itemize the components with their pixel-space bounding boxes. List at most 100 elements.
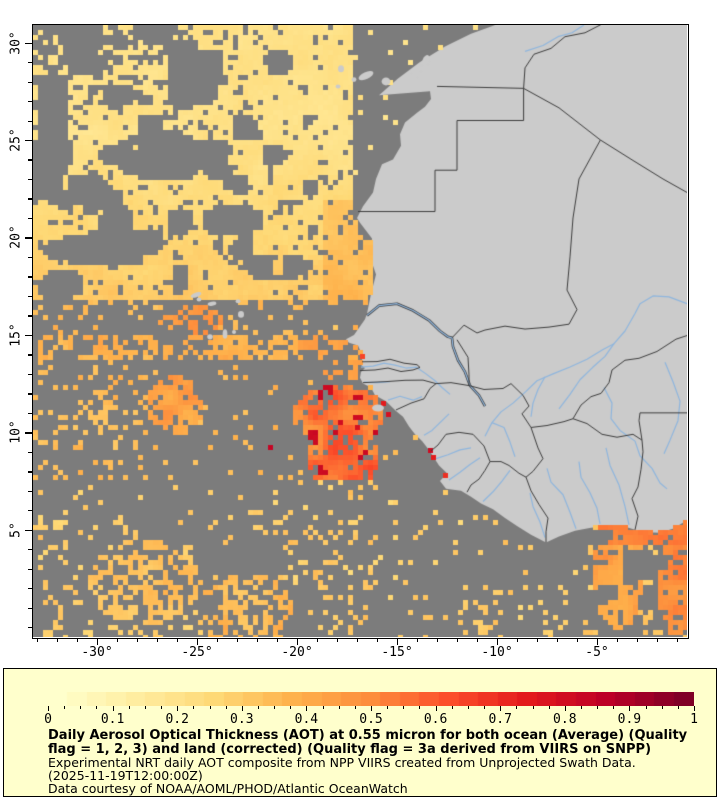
colorbar-tick-label: 0.8 xyxy=(553,712,577,727)
colorbar-major-tick xyxy=(564,706,566,711)
y-axis-tick-label: 10° xyxy=(8,420,24,445)
y-axis-minor-tick xyxy=(28,178,32,181)
colorbar-minor-tick xyxy=(274,706,276,709)
x-axis-minor-tick xyxy=(557,638,559,642)
x-axis-minor-tick xyxy=(637,638,639,642)
x-axis-major-tick xyxy=(497,638,499,645)
colorbar-major-tick xyxy=(694,706,695,711)
y-axis-minor-tick xyxy=(28,315,32,317)
x-axis-minor-tick xyxy=(257,638,259,642)
caption-timestamp: (2025-11-19T12:00:00Z) xyxy=(48,768,203,783)
x-axis-minor-tick xyxy=(617,638,619,642)
y-axis-minor-tick xyxy=(28,568,32,570)
y-axis-minor-tick xyxy=(28,101,32,103)
x-axis-minor-tick xyxy=(237,638,239,642)
y-axis-minor-tick xyxy=(28,490,32,492)
colorbar-minor-tick xyxy=(257,706,259,709)
colorbar-minor-tick xyxy=(419,706,421,709)
colorbar-tick-label: 0 xyxy=(44,712,52,727)
y-axis-minor-tick xyxy=(28,412,32,415)
x-axis-minor-tick xyxy=(137,638,139,642)
x-axis-minor-tick xyxy=(357,638,359,642)
y-axis-minor-tick xyxy=(28,198,32,200)
colorbar-minor-tick xyxy=(338,706,340,709)
x-axis-minor-tick xyxy=(477,638,479,642)
colorbar-minor-tick xyxy=(677,706,679,709)
x-axis-minor-tick xyxy=(37,638,39,642)
colorbar-minor-tick xyxy=(516,706,518,709)
y-axis-minor-tick xyxy=(28,81,32,83)
colorbar-minor-tick xyxy=(532,706,534,709)
y-axis-minor-tick xyxy=(28,276,32,278)
x-axis-minor-tick xyxy=(657,638,659,642)
colorbar-minor-tick xyxy=(403,706,405,709)
caption-credit: Data courtesy of NOAA/AOML/PHOD/Atlantic… xyxy=(48,781,408,796)
x-axis-minor-tick xyxy=(437,638,439,642)
y-axis-minor-tick xyxy=(28,607,32,609)
colorbar-minor-tick xyxy=(225,706,227,709)
colorbar-minor-tick xyxy=(661,706,663,709)
y-axis-tick-label: 30° xyxy=(8,30,24,55)
y-axis-minor-tick xyxy=(28,354,32,356)
x-axis-tick-label: -25° xyxy=(181,645,213,660)
y-axis-minor-tick xyxy=(28,256,32,259)
x-axis-minor-tick xyxy=(177,638,179,642)
colorbar-minor-tick xyxy=(613,706,615,709)
colorbar-major-tick xyxy=(435,706,437,711)
y-axis-major-tick xyxy=(25,334,32,337)
y-axis-minor-tick xyxy=(28,393,32,395)
colorbar-tick-label: 0.3 xyxy=(230,712,254,727)
y-axis-minor-tick xyxy=(28,373,32,376)
x-axis-minor-tick xyxy=(537,638,539,642)
colorbar-major-tick xyxy=(241,706,243,711)
colorbar-tick-label: 0.6 xyxy=(423,712,448,727)
colorbar-major-tick xyxy=(306,706,308,711)
y-axis-major-tick xyxy=(25,42,32,44)
y-axis-major-tick xyxy=(25,529,32,531)
y-axis-minor-tick xyxy=(28,217,32,220)
colorbar-minor-tick xyxy=(64,706,66,709)
y-axis-minor-tick xyxy=(28,62,32,64)
x-axis-minor-tick xyxy=(417,638,419,642)
colorbar-major-tick xyxy=(112,706,114,711)
x-axis-tick-label: -30° xyxy=(81,645,113,660)
colorbar-tick-label: 0.9 xyxy=(617,712,642,727)
y-axis-tick-label: 20° xyxy=(8,225,24,250)
x-axis-minor-tick xyxy=(77,638,79,642)
x-axis-minor-tick xyxy=(517,638,519,642)
x-axis-major-tick xyxy=(197,638,199,645)
colorbar-major-tick xyxy=(500,706,502,711)
x-axis-minor-tick xyxy=(57,638,59,642)
y-axis-tick-label: 25° xyxy=(8,128,24,152)
y-axis-major-tick xyxy=(25,139,32,142)
x-axis-minor-tick xyxy=(457,638,459,642)
x-axis-major-tick xyxy=(597,638,599,645)
legend-panel: 0 0.1 0.2 0.3 0.4 0.5 0.6 0.7 0.8 0.9 1 Daily Aero… xyxy=(3,668,717,797)
colorbar-minor-tick xyxy=(580,706,582,709)
colorbar-minor-tick xyxy=(322,706,324,709)
colorbar-minor-tick xyxy=(484,706,486,709)
caption-subtitle: Experimental NRT daily AOT composite fro… xyxy=(48,755,636,770)
x-axis-minor-tick xyxy=(277,638,279,642)
colorbar-minor-tick xyxy=(387,706,389,709)
colorbar-minor-tick xyxy=(80,706,82,709)
colorbar-minor-tick xyxy=(467,706,469,709)
colorbar-minor-tick xyxy=(645,706,647,709)
y-axis-major-tick xyxy=(25,237,32,239)
y-axis-minor-tick xyxy=(28,627,32,629)
x-axis-major-tick xyxy=(397,638,399,645)
y-axis-minor-tick xyxy=(28,510,32,512)
colorbar-tick-label: 0.5 xyxy=(359,712,383,727)
colorbar-minor-tick xyxy=(161,706,163,709)
colorbar-minor-tick xyxy=(193,706,195,709)
y-axis-minor-tick xyxy=(28,159,32,161)
colorbar-minor-tick xyxy=(354,706,356,709)
x-axis-minor-tick xyxy=(157,638,159,642)
y-axis-minor-tick xyxy=(28,588,32,590)
caption-block: Daily Aerosol Optical Thickness (AOT) at… xyxy=(48,729,706,796)
x-axis-minor-tick xyxy=(577,638,579,642)
colorbar-minor-tick xyxy=(209,706,211,709)
colorbar-major-tick xyxy=(177,706,179,711)
y-axis-minor-tick xyxy=(28,295,32,298)
